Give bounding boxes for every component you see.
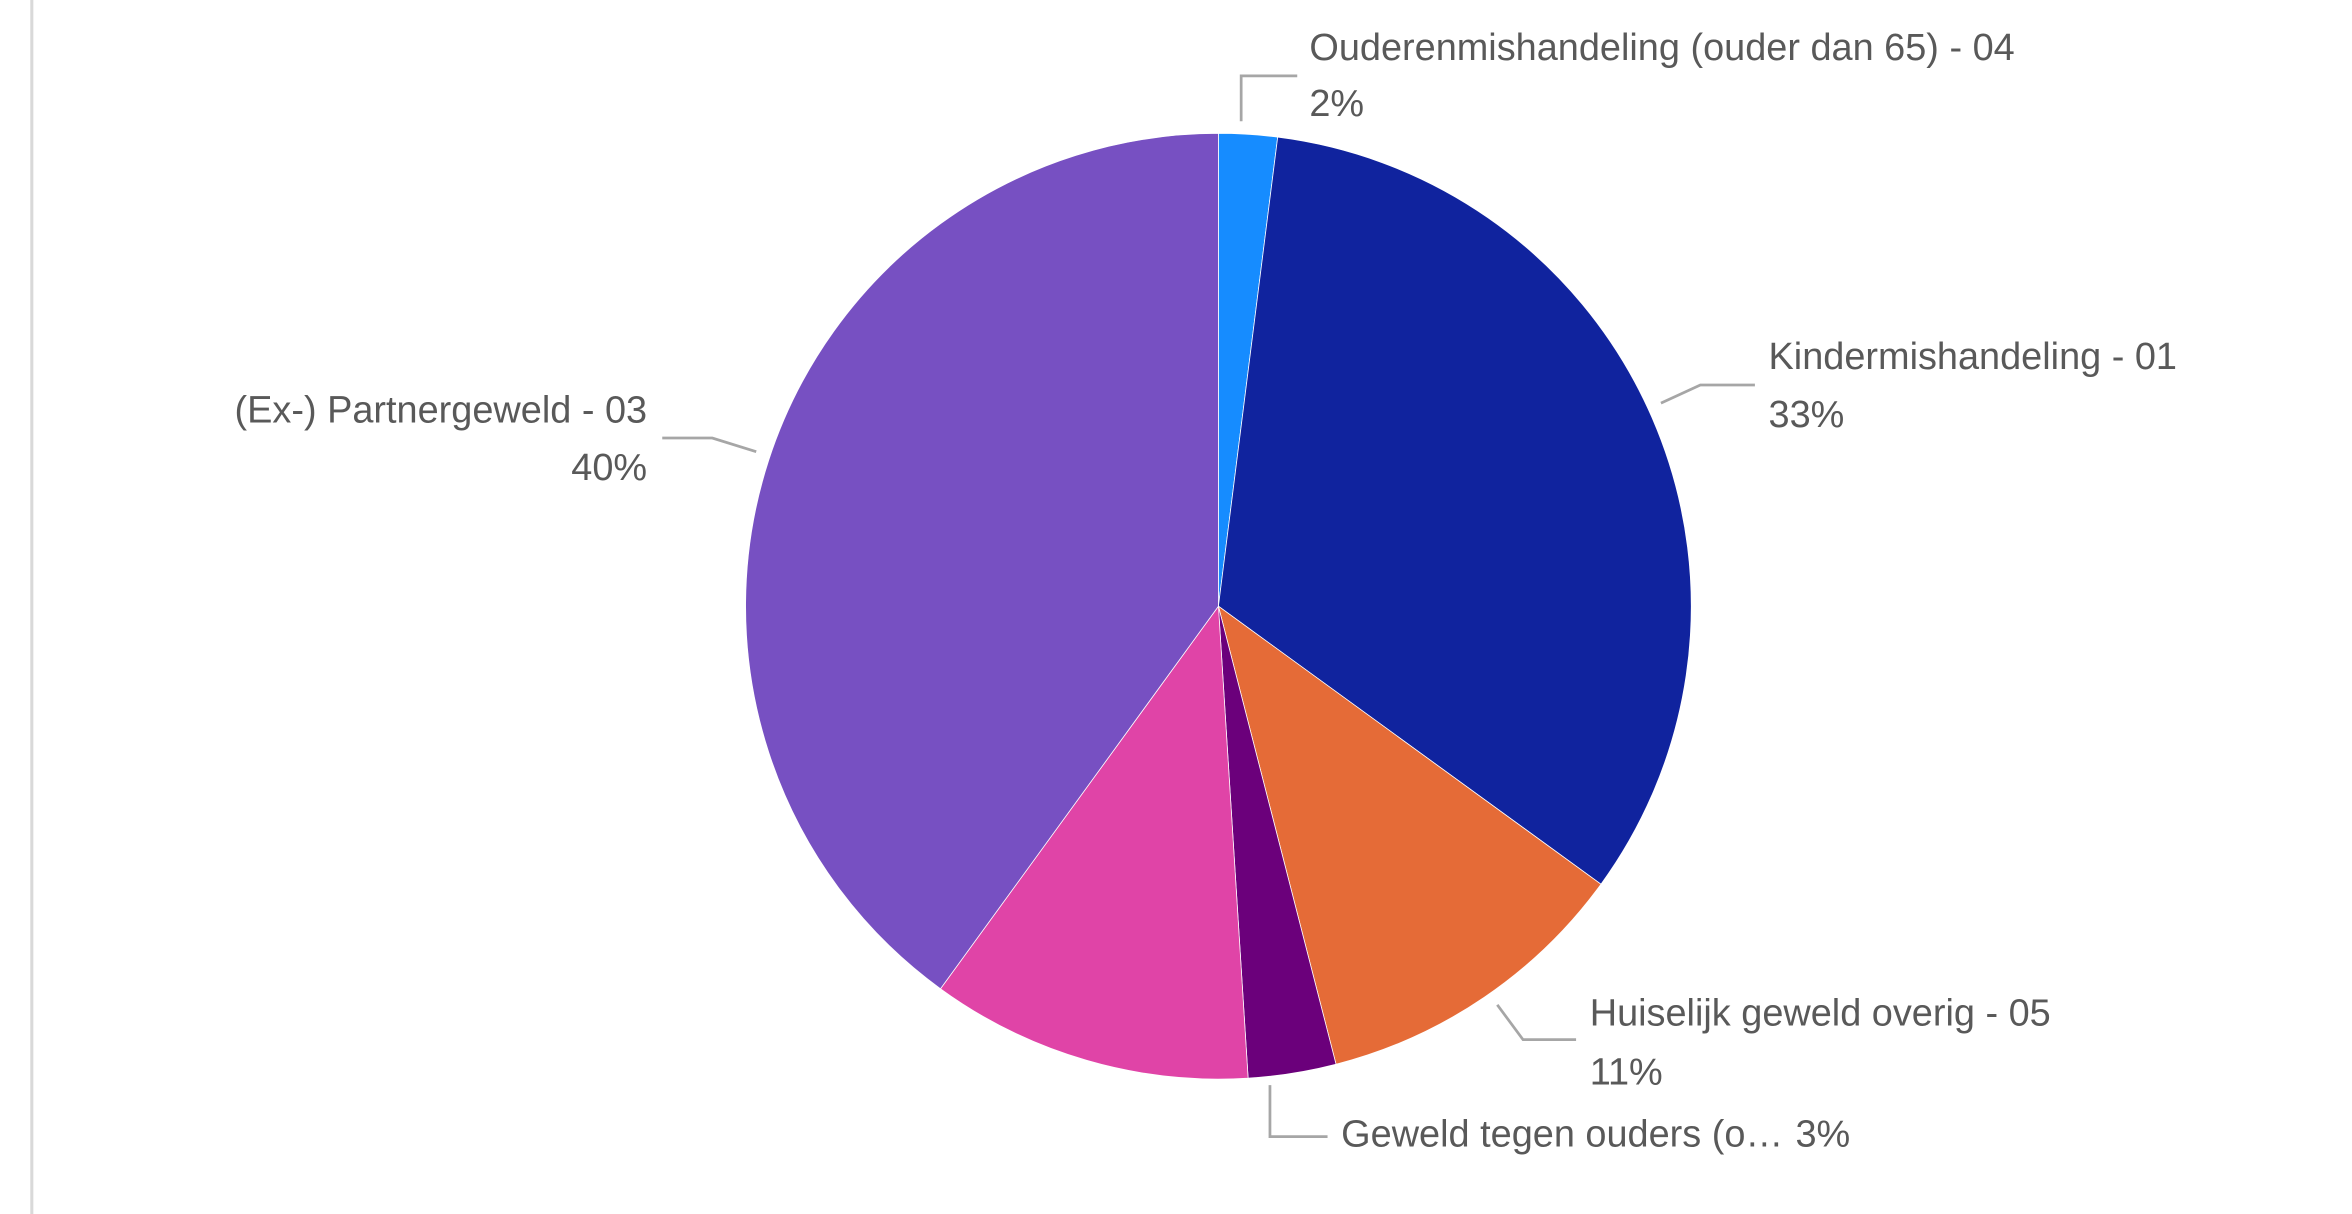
slice-value-label: 40%: [571, 447, 647, 489]
slice-label-line: Geweld tegen ouders (o… 3%: [1341, 1114, 1850, 1156]
pie-slice: [745, 133, 1219, 990]
leader-line: [1496, 1003, 1577, 1042]
labels: Ouderenmishandeling (ouder dan 65) - 04 2…: [235, 27, 2177, 1156]
leader-line: [662, 436, 757, 453]
pie-slice: [939, 605, 1249, 1080]
slice-label: Geweld tegen ouders (o…: [1341, 1114, 1783, 1156]
slice-value-label: 3%: [1795, 1114, 1850, 1156]
leader-line: [1239, 74, 1298, 122]
slice-label: Kindermishandeling - 01: [1769, 336, 2177, 378]
pie-slice: [1218, 136, 1692, 885]
pie-slice: [1217, 605, 1602, 1065]
leader-line: [1660, 383, 1755, 405]
slice-label: Huiselijk geweld overig - 05: [1590, 992, 2051, 1034]
slice-label: Ouderenmishandeling (ouder dan 65) - 04: [1309, 27, 2014, 69]
leader-line: [1268, 1085, 1328, 1139]
slice-value-label: 33%: [1769, 394, 1845, 436]
slice-value-label: 11%: [1590, 1052, 1663, 1094]
pie: [745, 133, 1692, 1080]
slice-label: (Ex-) Partnergeweld - 03: [235, 389, 648, 431]
slice-value-label: 2%: [1309, 83, 1364, 125]
